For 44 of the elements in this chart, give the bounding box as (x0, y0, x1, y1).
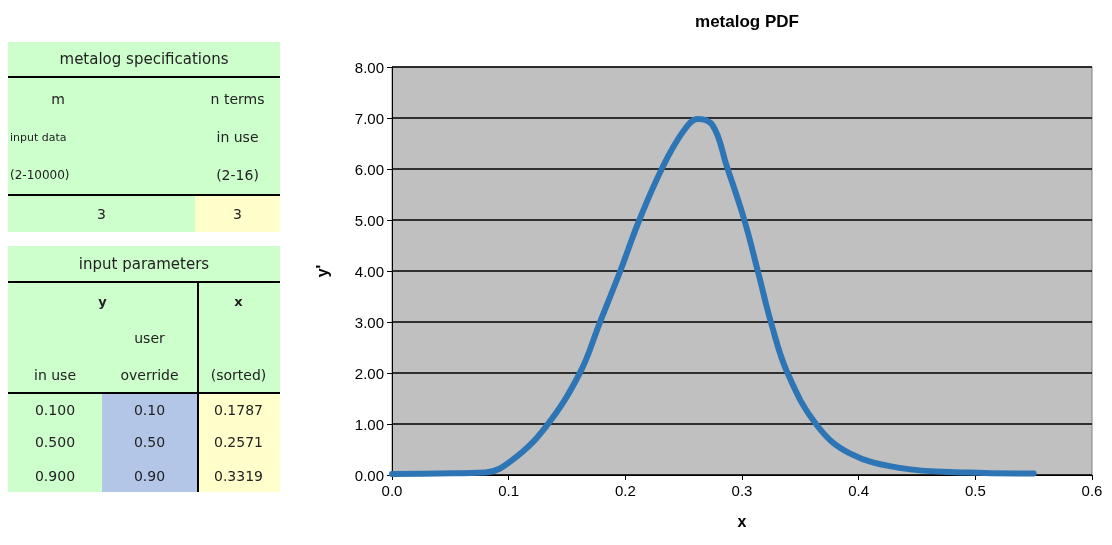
y-tick-label: 8.00 (354, 58, 384, 76)
text: x (233, 292, 244, 311)
x-tick-label: 0.2 (614, 482, 636, 499)
text: y (97, 292, 108, 311)
y-tick-label: 1.00 (354, 415, 384, 433)
x-tick-label: 0.6 (1081, 482, 1103, 499)
text: user (133, 329, 166, 348)
text: 0.100 (8, 392, 102, 425)
y-tick-label: 0.00 (354, 466, 384, 484)
text: in use (33, 365, 77, 385)
x-tick-label: 0.5 (964, 482, 986, 499)
y-tick-label: 2.00 (354, 364, 384, 382)
text: 0.10 (102, 392, 197, 425)
text: 0.2571 (197, 425, 280, 459)
text: 0.50 (102, 425, 197, 459)
text: (2-16) (215, 166, 260, 185)
text: 0.500 (8, 425, 102, 459)
text: input parameters (8, 246, 280, 283)
text: metalog specifications (8, 42, 280, 78)
y-axis-title: y' (313, 264, 331, 278)
x-axis-title: x (737, 512, 747, 530)
text: 0.900 (8, 459, 102, 492)
x-tick-label: 0.4 (848, 482, 870, 499)
y-tick-label: 6.00 (354, 160, 384, 178)
text: in use (215, 128, 260, 147)
y-tick-label: 5.00 (354, 211, 384, 229)
x-tick-label: 0.3 (731, 482, 753, 499)
text: n terms (209, 90, 266, 109)
text: (sorted) (209, 365, 268, 385)
text: (2-10000) (10, 167, 71, 184)
y-tick-label: 7.00 (354, 109, 384, 127)
text: 3 (8, 194, 195, 232)
y-tick-label: 3.00 (354, 313, 384, 331)
text: 0.1787 (197, 392, 280, 425)
chart-title: metalog PDF (695, 12, 799, 31)
y-tick-label: 4.00 (354, 262, 384, 280)
text: 0.90 (102, 459, 197, 492)
text: 0.3319 (197, 459, 280, 492)
text: input data (10, 129, 68, 146)
text: override (119, 365, 180, 385)
x-tick-label: 0.0 (381, 482, 403, 499)
text: m (50, 90, 66, 109)
x-tick-label: 0.1 (498, 482, 520, 499)
text: 3 (195, 194, 280, 232)
